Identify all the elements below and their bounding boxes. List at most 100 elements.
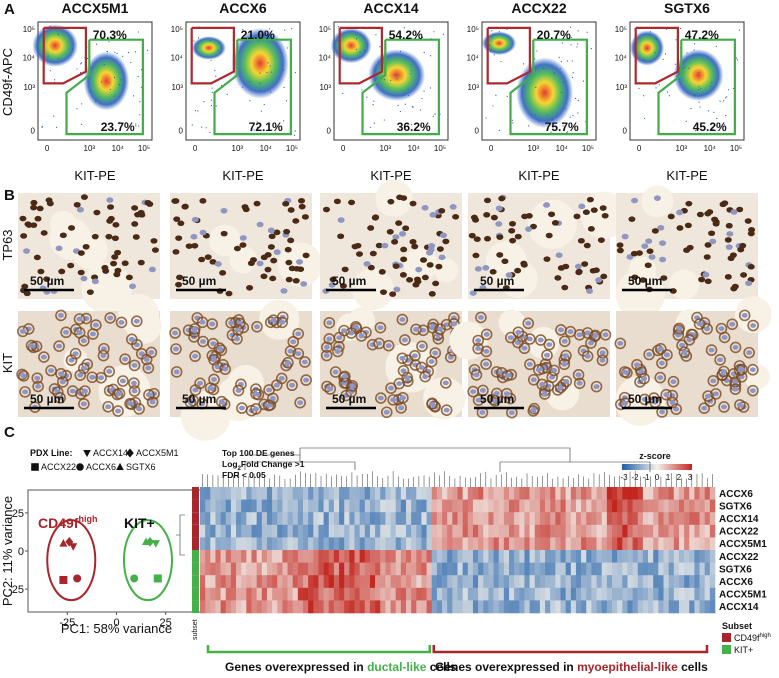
cell-membrane bbox=[95, 371, 107, 384]
event bbox=[100, 81, 103, 83]
nucleus bbox=[724, 237, 732, 243]
heatmap-cell bbox=[478, 575, 484, 589]
heatmap-cell bbox=[601, 499, 608, 513]
cell-membrane bbox=[133, 403, 145, 415]
point bbox=[142, 537, 150, 546]
heatmap-cell bbox=[241, 600, 247, 614]
heatmap-cell bbox=[395, 537, 402, 551]
cell-membrane bbox=[401, 371, 413, 384]
heatmap-cell bbox=[200, 575, 206, 589]
heatmap-cell bbox=[457, 487, 463, 500]
heatmap-cell bbox=[364, 524, 371, 538]
heatmap-cell bbox=[555, 550, 561, 563]
nucleus bbox=[377, 325, 384, 331]
heatmap-cell bbox=[277, 524, 283, 538]
heatmap-cell bbox=[483, 550, 489, 563]
nucleus bbox=[192, 353, 199, 359]
event bbox=[423, 90, 425, 92]
heatmap-cell bbox=[534, 524, 541, 538]
legend-tick: -3 bbox=[620, 473, 628, 482]
heatmap-cell bbox=[400, 499, 407, 513]
gate-percent: 23.7% bbox=[101, 120, 135, 134]
cell-membrane bbox=[300, 374, 312, 386]
heatmap-cell bbox=[390, 550, 396, 563]
heatmap-cell bbox=[380, 600, 386, 614]
nucleus bbox=[740, 272, 748, 278]
event bbox=[205, 127, 207, 129]
heatmap-cell bbox=[359, 575, 366, 589]
row-label: ACCX14 bbox=[719, 602, 759, 613]
heatmap-cell bbox=[575, 550, 582, 563]
heatmap-cell bbox=[678, 499, 685, 513]
heatmap-cell bbox=[349, 524, 355, 538]
event bbox=[421, 97, 423, 100]
nucleus bbox=[33, 254, 41, 261]
lumen bbox=[735, 296, 772, 334]
nucleus bbox=[657, 224, 665, 231]
nucleus bbox=[537, 337, 544, 343]
text-part: Genes overexpressed in bbox=[435, 660, 577, 674]
heatmap-cell bbox=[354, 524, 360, 538]
heatmap-cell bbox=[586, 487, 592, 500]
nucleus bbox=[30, 222, 38, 228]
x-tick-label: 10⁵ bbox=[138, 144, 150, 153]
subset-cell bbox=[192, 562, 199, 576]
heatmap-cell bbox=[591, 587, 597, 601]
heatmap-cell bbox=[570, 499, 577, 513]
cell-membrane bbox=[477, 384, 489, 397]
nucleus bbox=[138, 212, 146, 218]
plot-title: ACCX22 bbox=[511, 0, 566, 16]
event bbox=[139, 114, 141, 116]
nucleus bbox=[418, 343, 425, 349]
heatmap-cell bbox=[416, 512, 422, 526]
heatmap-cell bbox=[236, 524, 242, 538]
event bbox=[399, 50, 402, 53]
heatmap-cell bbox=[663, 562, 669, 576]
heatmap-cell bbox=[308, 499, 314, 513]
heatmap-cell bbox=[467, 600, 474, 614]
cell-membrane bbox=[698, 402, 710, 415]
heatmap-cell bbox=[545, 575, 551, 589]
heatmap-cell bbox=[462, 537, 469, 551]
heatmap-cell bbox=[447, 499, 453, 513]
heatmap-cell bbox=[467, 562, 474, 576]
nucleus bbox=[191, 326, 198, 332]
bracket bbox=[206, 645, 431, 654]
heatmap-cell bbox=[617, 524, 623, 538]
cell-membrane bbox=[395, 402, 407, 414]
nucleus bbox=[600, 273, 608, 280]
heatmap-cell bbox=[297, 562, 304, 576]
nucleus bbox=[55, 245, 63, 252]
event bbox=[560, 61, 563, 63]
heatmap-cell bbox=[287, 524, 293, 538]
event bbox=[210, 104, 213, 107]
heatmap-cell bbox=[581, 537, 587, 551]
heatmap-cell bbox=[684, 550, 690, 563]
legend-title: Subset bbox=[722, 621, 752, 631]
heatmap-cell bbox=[210, 524, 216, 538]
heatmap-cell bbox=[442, 587, 448, 601]
heatmap-cell bbox=[303, 562, 309, 576]
heatmap-cell bbox=[478, 487, 484, 500]
nucleus bbox=[526, 361, 533, 367]
event bbox=[577, 100, 579, 102]
heatmap-cell bbox=[256, 499, 263, 513]
heatmap-cell bbox=[694, 499, 700, 513]
heatmap-cell bbox=[303, 524, 309, 538]
heatmap-cell bbox=[601, 562, 608, 576]
nucleus bbox=[341, 328, 348, 334]
heatmap-cell bbox=[220, 550, 227, 563]
density bbox=[516, 57, 574, 129]
nucleus bbox=[287, 348, 294, 354]
heatmap-cell bbox=[709, 600, 716, 614]
heatmap-cell bbox=[648, 537, 654, 551]
nucleus bbox=[383, 409, 390, 415]
event bbox=[361, 89, 363, 91]
heatmap-cell bbox=[220, 587, 227, 601]
event bbox=[118, 121, 120, 124]
color-scale bbox=[622, 464, 692, 470]
nucleus bbox=[589, 267, 597, 274]
event bbox=[139, 101, 141, 103]
event bbox=[642, 59, 644, 61]
heatmap-cell bbox=[241, 524, 247, 538]
